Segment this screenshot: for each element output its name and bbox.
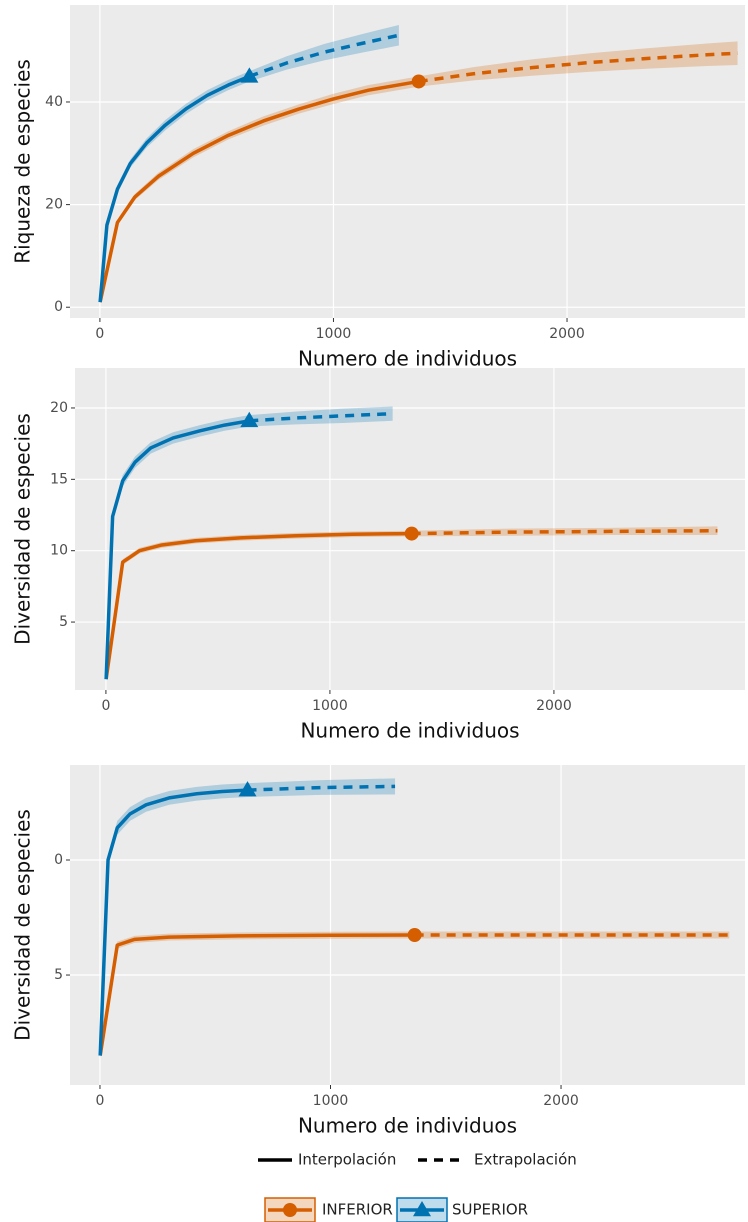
extrapolated-line [249, 411, 393, 423]
x-tick-label: 0 [95, 326, 104, 342]
interpolated-line [104, 419, 250, 680]
x-tick-label: 0 [101, 698, 110, 714]
marker [240, 67, 259, 83]
y-tick-label: 20 [45, 197, 63, 213]
x-tick-label: 2000 [543, 1093, 579, 1109]
y-tick-label: 10 [50, 543, 68, 559]
y-tick-label: 20 [50, 400, 68, 416]
x-axis-title: Numero de individuos [298, 1114, 517, 1138]
y-tick-label: 40 [45, 94, 63, 110]
y-axis-title: Diversidad de especies [11, 809, 35, 1041]
marker [413, 1201, 431, 1217]
confidence-band [249, 25, 399, 82]
panel: 5 10 15 20 0 1000 2000 Numero de individuos Dive… [11, 368, 745, 743]
legend-label: Extrapolación [474, 1151, 577, 1169]
marker [283, 1203, 297, 1217]
x-tick-label: 2000 [536, 698, 572, 714]
interpolated-line [104, 531, 412, 680]
y-axis-title: Diversidad de especies [11, 413, 35, 645]
x-tick-label: 0 [96, 1093, 105, 1109]
x-axis-title: Numero de individuos [298, 347, 517, 371]
extrapolated-line [248, 33, 400, 78]
interpolated-line [98, 74, 251, 303]
interpolated-line [98, 933, 415, 1056]
plot-background [70, 765, 745, 1085]
confidence-band [414, 931, 730, 939]
y-axis-title: Riqueza de especies [11, 59, 35, 264]
marker [238, 781, 257, 797]
y-tick-label: 5 [54, 967, 63, 983]
confidence-band [247, 778, 396, 797]
x-axis-title: Numero de individuos [300, 719, 519, 743]
x-tick-label: 1000 [313, 1093, 349, 1109]
interpolated-line [98, 788, 248, 1056]
marker [407, 928, 422, 943]
extrapolated-line [411, 528, 718, 536]
legend-label: INFERIOR [322, 1201, 393, 1219]
marker [240, 411, 259, 428]
x-tick-label: 1000 [312, 698, 348, 714]
panel: 0 5 0 1000 2000 Numero de individuos Diversida… [11, 765, 745, 1138]
legend-label: SUPERIOR [452, 1201, 528, 1219]
interpolated-line [98, 79, 420, 303]
x-tick-label: 2000 [549, 326, 585, 342]
y-tick-label: 15 [50, 471, 68, 487]
legend: Interpolación Extrapolación INFERIOR SUPERI… [258, 1151, 577, 1222]
y-tick-label: 0 [54, 852, 63, 868]
y-tick-label: 5 [59, 614, 68, 630]
x-tick-label: 1000 [316, 326, 352, 342]
marker [404, 526, 419, 541]
legend-label: Interpolación [298, 1151, 396, 1169]
extrapolated-line [418, 51, 738, 84]
extrapolated-line [247, 784, 396, 792]
panel: 0 20 40 0 1000 2000 Numero de individuos Riquez… [11, 5, 745, 371]
y-tick-label: 0 [54, 299, 63, 315]
marker [411, 74, 426, 89]
